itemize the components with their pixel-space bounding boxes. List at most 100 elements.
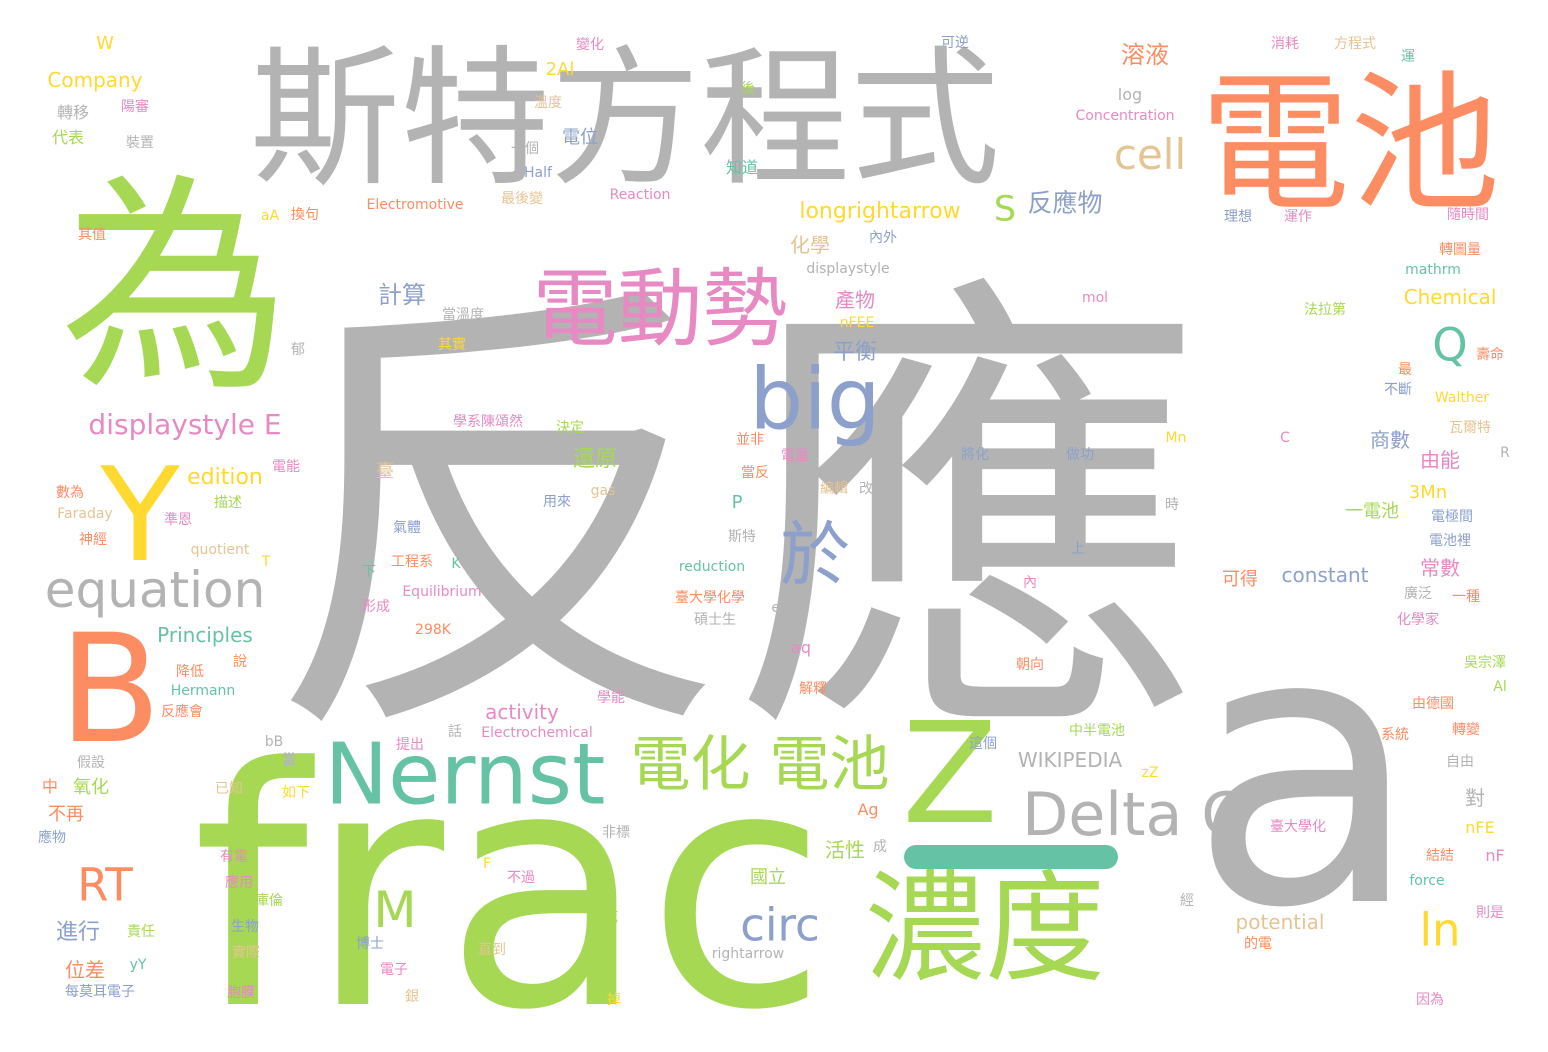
cloud-word: 消耗 bbox=[1271, 36, 1299, 52]
cloud-word: 變化 bbox=[576, 37, 604, 53]
cloud-word: 假設 bbox=[77, 755, 105, 771]
cloud-word: E bbox=[406, 330, 418, 349]
cloud-word: 每莫耳電子 bbox=[65, 984, 135, 1000]
cloud-word: Faraday bbox=[57, 506, 113, 522]
cloud-word: 法拉第 bbox=[1304, 302, 1346, 318]
cloud-word: 話 bbox=[448, 724, 462, 740]
cloud-word: 將化 bbox=[961, 447, 989, 463]
cloud-word: 平衡 bbox=[832, 340, 878, 365]
cloud-word: 商數 bbox=[1370, 428, 1410, 452]
cloud-word: 應用 bbox=[225, 875, 253, 891]
cloud-word: 電動勢 bbox=[532, 260, 788, 360]
cloud-word: quotient bbox=[190, 542, 250, 558]
cloud-word: 電能 bbox=[272, 459, 300, 475]
cloud-word: 濃度 bbox=[865, 860, 1105, 999]
cloud-word: 上 bbox=[1071, 541, 1085, 557]
cloud-word: 這個 bbox=[969, 736, 997, 752]
cloud-word: 陽審 bbox=[121, 99, 149, 115]
cloud-word: 最後變 bbox=[501, 191, 543, 207]
cloud-word: 有電 bbox=[220, 849, 248, 865]
cloud-word: longrightarrow bbox=[799, 199, 961, 224]
cloud-word: 提出 bbox=[396, 737, 424, 753]
cloud-word: mathrm bbox=[1405, 262, 1461, 278]
cloud-word: 2Al bbox=[545, 59, 575, 80]
cloud-word: 用來 bbox=[543, 494, 571, 510]
cloud-word: 廣泛 bbox=[1404, 586, 1432, 602]
cloud-word: ln bbox=[1419, 903, 1461, 957]
cloud-word: 已知 bbox=[215, 781, 243, 797]
cloud-word: big bbox=[749, 350, 881, 450]
cloud-word: activity bbox=[485, 700, 559, 724]
cloud-word: frac bbox=[192, 698, 828, 1052]
cloud-word: 於 bbox=[780, 514, 850, 596]
cloud-word: 3Mn bbox=[1408, 482, 1448, 503]
cloud-word: Y bbox=[100, 439, 180, 591]
cloud-word: potential bbox=[1235, 910, 1325, 934]
cloud-word: aq bbox=[791, 638, 811, 657]
cloud-word: Delta G bbox=[1022, 780, 1248, 850]
cloud-word: 進行 bbox=[55, 920, 101, 945]
cloud-word: 方程式 bbox=[1334, 36, 1376, 52]
cloud-word: 時 bbox=[1165, 497, 1179, 513]
cloud-word: 非標 bbox=[602, 825, 630, 841]
cloud-word: Reaction bbox=[609, 187, 671, 203]
cloud-word: 298K bbox=[415, 622, 451, 638]
cloud-word: 銀 bbox=[405, 989, 419, 1005]
cloud-word: 反應物 bbox=[1027, 188, 1103, 218]
cloud-word: 胞膜 bbox=[227, 985, 255, 1001]
cloud-word: 責任 bbox=[127, 924, 155, 940]
cloud-word: Electrochemical bbox=[481, 725, 593, 741]
cloud-word: 常數 bbox=[1420, 556, 1460, 580]
cloud-word: Principles bbox=[157, 623, 253, 647]
cloud-word: log bbox=[1117, 85, 1143, 104]
cloud-word: 吳宗澤 bbox=[1464, 655, 1506, 671]
cloud-word: T bbox=[261, 554, 271, 570]
cloud-word: reduction bbox=[678, 559, 746, 575]
cloud-word: 由能 bbox=[1420, 448, 1460, 472]
decorative-bar bbox=[904, 845, 1118, 869]
cloud-word: 學系陳頌然 bbox=[453, 414, 523, 430]
cloud-word: 國立 bbox=[750, 867, 786, 888]
cloud-word: 的電 bbox=[1244, 936, 1272, 952]
cloud-word: 臺 bbox=[376, 461, 394, 482]
cloud-word: constant bbox=[1281, 563, 1369, 587]
cloud-word: cell bbox=[1113, 130, 1187, 179]
cloud-word: Equilibrium bbox=[402, 584, 482, 600]
cloud-word: 一個 bbox=[511, 141, 539, 157]
cloud-word: P bbox=[731, 492, 743, 513]
cloud-word: 編輯 bbox=[820, 481, 848, 497]
cloud-word: 死 bbox=[604, 910, 618, 926]
cloud-word: 中半電池 bbox=[1069, 723, 1125, 739]
cloud-word: bB bbox=[264, 734, 284, 750]
cloud-word: zZ bbox=[1141, 765, 1159, 781]
cloud-word: nF bbox=[1485, 846, 1505, 865]
cloud-word: 應物 bbox=[38, 830, 66, 846]
cloud-word: edition bbox=[187, 465, 263, 490]
cloud-word: 可逆 bbox=[941, 35, 969, 51]
cloud-word: 運作 bbox=[1284, 209, 1312, 225]
cloud-word: 反應 bbox=[265, 246, 1205, 793]
cloud-word: Q bbox=[1432, 318, 1468, 372]
cloud-word: 對 bbox=[1465, 786, 1485, 810]
cloud-word: W bbox=[96, 33, 114, 54]
cloud-word: F bbox=[482, 856, 492, 872]
cloud-word: 運 bbox=[1401, 49, 1415, 65]
cloud-word: force bbox=[1409, 873, 1445, 889]
cloud-word: 下 bbox=[362, 564, 376, 580]
cloud-word: 位差 bbox=[65, 958, 105, 982]
cloud-word: Al bbox=[1493, 679, 1507, 695]
cloud-word: aA bbox=[260, 208, 280, 224]
cloud-word: 知道 bbox=[725, 158, 759, 177]
cloud-word: 溶液 bbox=[1121, 41, 1169, 69]
cloud-word: 學能 bbox=[597, 690, 625, 706]
cloud-word: Concentration bbox=[1075, 108, 1175, 124]
cloud-word: 降低 bbox=[176, 664, 204, 680]
cloud-word: 不過 bbox=[507, 870, 535, 886]
cloud-word: K bbox=[451, 556, 461, 572]
cloud-word: 其實 bbox=[438, 337, 466, 353]
cloud-word: 臺大學化 bbox=[1270, 819, 1326, 835]
cloud-word: Nernst bbox=[324, 725, 606, 825]
cloud-word: 還原 bbox=[572, 447, 618, 472]
cloud-word: Hermann bbox=[170, 683, 236, 699]
cloud-word: RT bbox=[77, 858, 133, 912]
